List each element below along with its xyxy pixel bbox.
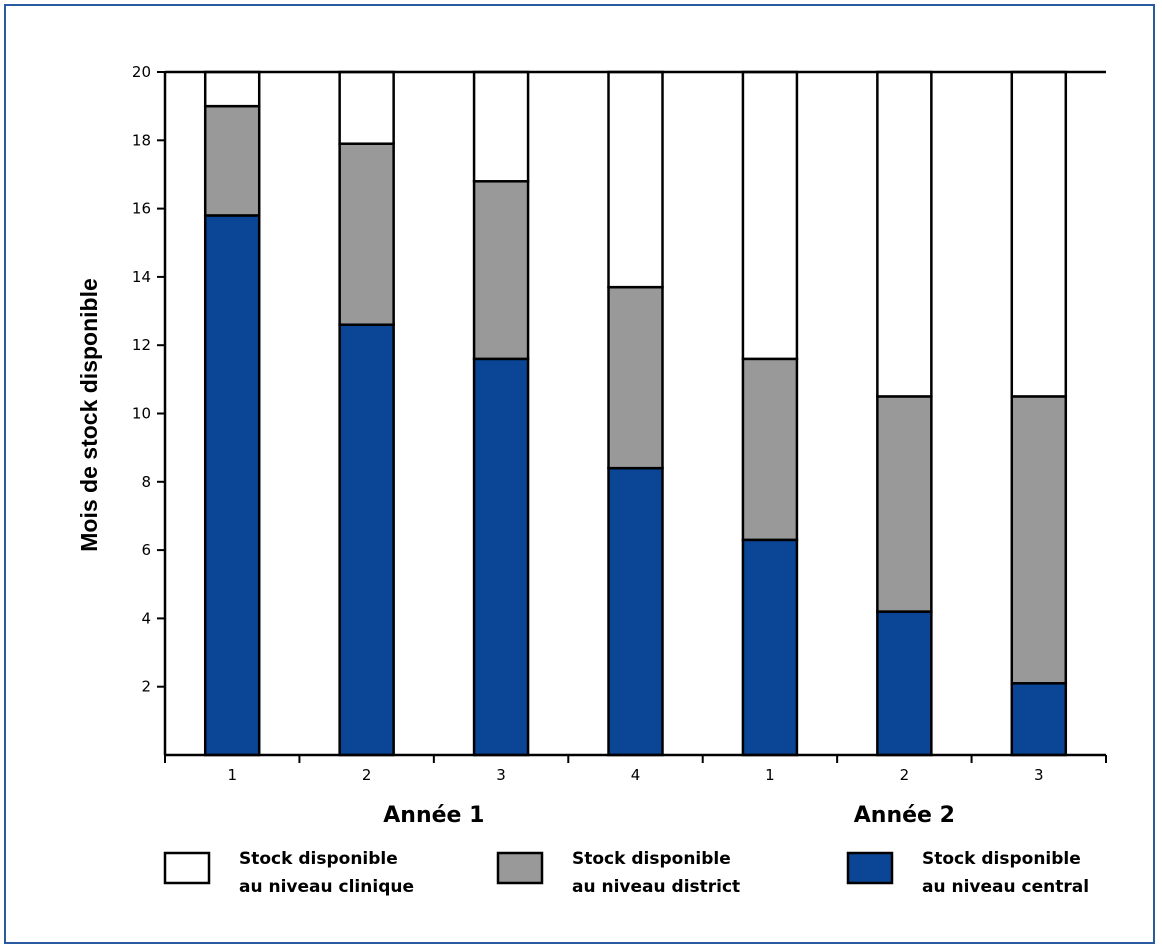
bar-segment-7-series-3 [1010,70,1068,398]
bar-segment-3-series-2 [472,180,530,361]
bar-segment-6-series-3 [876,70,933,398]
bar-segment-4-series-2 [607,285,664,470]
legend-swatch-2 [496,851,544,885]
group-label-1: Année 1 [383,803,484,828]
legend: Stock disponible au niveau clinique Stock … [163,849,1089,897]
bar-segment-3-series-1 [472,357,530,757]
y-tick-label: 8 [141,473,151,491]
legend-swatch-3 [846,851,894,885]
legend-swatch-1 [163,851,211,885]
bar-segment-4-series-3 [607,70,664,289]
y-tick-label: 14 [132,268,151,286]
y-tick-label: 6 [141,541,151,559]
bar-segment-7-series-2 [1010,395,1068,685]
x-tick-label: 1 [765,766,775,784]
y-tick-label: 10 [132,405,151,423]
bar-segment-5-series-1 [741,538,799,757]
legend-label-1: au niveau clinique [239,877,414,897]
x-tick-label: 3 [496,766,506,784]
group-label-2: Année 2 [854,803,955,828]
bar-segment-2-series-3 [338,70,395,145]
bar-segment-7-series-1 [1010,682,1068,757]
bar-segment-1-series-3 [203,70,261,108]
y-tick-label: 20 [132,63,151,81]
x-tick-label: 1 [227,766,237,784]
x-tick-label: 4 [631,766,641,784]
x-tick-label: 2 [900,766,910,784]
bar-segment-1-series-2 [203,104,261,217]
y-tick-label: 12 [132,336,151,354]
y-tick-label: 4 [141,609,151,627]
bar-segment-4-series-1 [607,466,664,757]
y-tick-label: 16 [132,200,151,218]
bar-segment-5-series-2 [741,357,799,542]
legend-label-1: Stock disponible [239,849,398,869]
legend-label-3: Stock disponible [922,849,1081,869]
bar-segment-2-series-1 [338,323,395,757]
bars-layer [203,70,1068,757]
x-tick-label: 2 [362,766,372,784]
y-tick-label: 18 [132,131,151,149]
y-axis-label: Mois de stock disponible [76,278,102,551]
legend-label-2: Stock disponible [572,849,731,869]
bar-segment-1-series-1 [203,214,261,757]
bar-segment-3-series-3 [472,70,530,183]
legend-label-2: au niveau district [572,877,740,897]
chart-frame [4,4,1155,944]
bar-segment-2-series-2 [338,142,395,326]
bar-segment-5-series-3 [741,70,799,361]
x-tick-label: 3 [1034,766,1044,784]
y-tick-label: 2 [141,678,151,696]
legend-label-3: au niveau central [922,877,1089,897]
bar-segment-6-series-1 [876,610,933,757]
bar-segment-6-series-2 [876,395,933,613]
